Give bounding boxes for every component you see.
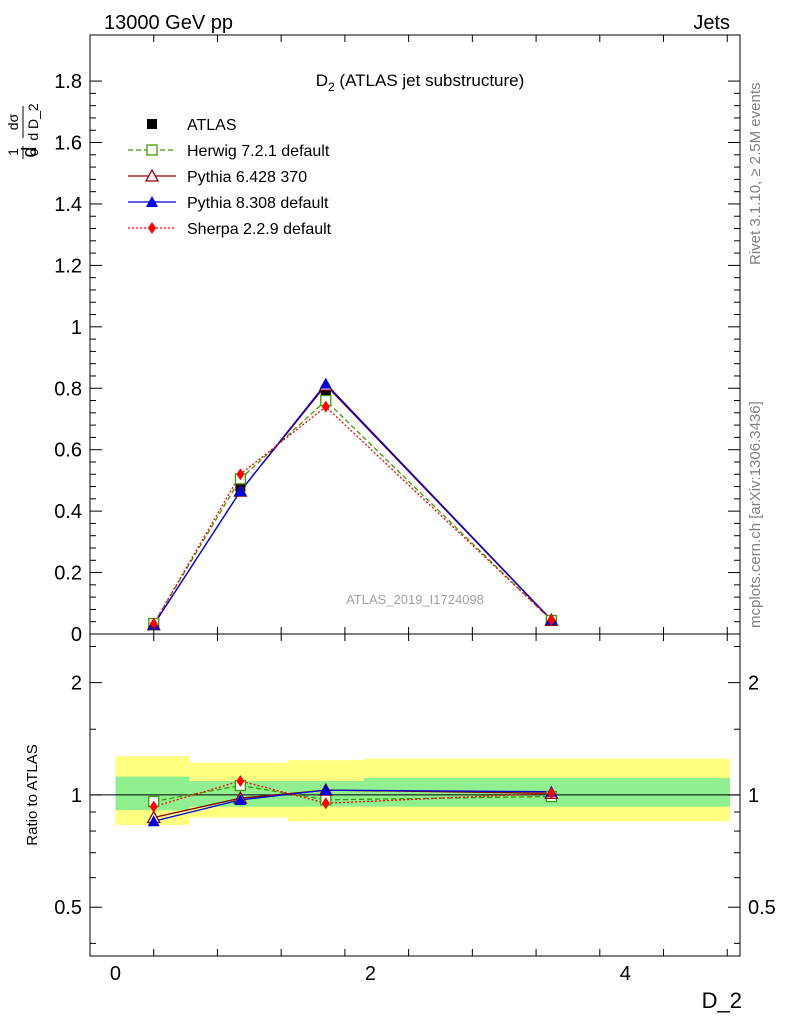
legend-label: ATLAS bbox=[187, 117, 237, 134]
legend-label: Pythia 6.428 370 bbox=[187, 169, 307, 186]
svg-text:1: 1 bbox=[5, 148, 21, 156]
ratio-line-2 bbox=[153, 789, 552, 822]
svg-text:d D_2: d D_2 bbox=[25, 103, 41, 141]
x-axis-label: D_2 bbox=[702, 988, 742, 1013]
ratio-y-tick-label: 1 bbox=[71, 785, 82, 807]
y-tick-label: 1.4 bbox=[54, 194, 82, 216]
legend-label: Pythia 8.308 default bbox=[187, 195, 329, 212]
legend-marker bbox=[148, 222, 156, 234]
data-point-4-0 bbox=[149, 617, 158, 630]
ratio-line-1 bbox=[153, 789, 552, 819]
main-panel-content bbox=[146, 377, 559, 631]
ratio-y-tick-label-right: 0.5 bbox=[748, 897, 776, 919]
ratio-line-3 bbox=[153, 780, 552, 808]
data-point-3-1 bbox=[234, 485, 247, 497]
x-axis: 0 2 4 bbox=[89, 35, 728, 985]
ratio-y-tick-label: 0.5 bbox=[54, 897, 82, 919]
legend-marker bbox=[144, 168, 160, 182]
ratio-panel: 0.5 0.5 1 1 2 2 0 2 4 Ratio to ATLAS D_2 bbox=[24, 35, 776, 1013]
y-tick-label: 0.2 bbox=[54, 563, 82, 585]
ratio-point-3-3 bbox=[547, 787, 556, 800]
series-line-4 bbox=[153, 405, 552, 625]
y-tick-label: 0.6 bbox=[54, 440, 82, 462]
series-line-3 bbox=[153, 382, 552, 626]
legend-marker bbox=[146, 196, 158, 207]
ratio-point-3-2 bbox=[321, 797, 330, 810]
header-right: Jets bbox=[693, 12, 730, 34]
y-tick-label: 1 bbox=[71, 317, 82, 339]
y-tick-label: 1.8 bbox=[54, 71, 82, 93]
x-tick-label: 4 bbox=[620, 963, 631, 985]
ratio-y-tick-label-right: 1 bbox=[748, 785, 759, 807]
y-tick-label: 1.6 bbox=[54, 133, 82, 155]
legend-marker bbox=[147, 119, 157, 129]
data-point-3-2 bbox=[319, 377, 332, 389]
ratio-y-axis: 0.5 0.5 1 1 2 2 bbox=[54, 645, 776, 944]
main-panel: 0 0.2 0.4 0.6 0.8 1 1.2 1.4 1.6 1.8 D2 (ATLAS jet… bbox=[5, 34, 741, 646]
ratio-y-tick-label: 2 bbox=[71, 673, 82, 695]
ratio-point-2-1 bbox=[234, 793, 247, 805]
series-line-1 bbox=[153, 399, 552, 624]
ratio-point-3-0 bbox=[149, 800, 158, 813]
main-y-axis-label: d 1 σ dσ d D_2 bbox=[5, 103, 41, 159]
ratio-y-tick-label-right: 2 bbox=[748, 673, 759, 695]
main-title: D2 (ATLAS jet substructure) bbox=[316, 71, 525, 94]
ratio-point-2-0 bbox=[147, 815, 160, 827]
header-left: 13000 GeV pp bbox=[104, 12, 233, 34]
svg-text:σ: σ bbox=[25, 147, 41, 156]
series-line-2 bbox=[153, 384, 552, 626]
data-point-0-2 bbox=[320, 386, 331, 397]
y-tick-label: 1.2 bbox=[54, 255, 82, 277]
ratio-point-2-2 bbox=[319, 784, 332, 796]
legend-label: Sherpa 2.2.9 default bbox=[187, 221, 332, 238]
svg-text:d: d bbox=[19, 146, 41, 157]
x-tick-label: 2 bbox=[365, 963, 376, 985]
main-watermark: ATLAS_2019_I1724098 bbox=[346, 592, 484, 607]
ratio-point-3-1 bbox=[236, 774, 245, 787]
mcplots-label: mcplots.cern.ch [arXiv:1306.3436] bbox=[747, 401, 764, 628]
main-y-axis: 0 0.2 0.4 0.6 0.8 1 1.2 1.4 1.6 1.8 bbox=[54, 71, 740, 646]
legend-label: Herwig 7.2.1 default bbox=[187, 143, 330, 160]
data-point-4-2 bbox=[321, 400, 330, 413]
y-tick-label: 0 bbox=[71, 624, 82, 646]
rivet-label: Rivet 3.1.10, ≥ 2.5M events bbox=[747, 83, 764, 266]
y-tick-label: 0.4 bbox=[54, 501, 82, 523]
x-tick-label: 0 bbox=[110, 963, 121, 985]
ratio-panel-content bbox=[90, 756, 740, 827]
svg-text:dσ: dσ bbox=[5, 113, 21, 130]
ratio-y-axis-label: Ratio to ATLAS bbox=[24, 744, 41, 845]
data-point-4-3 bbox=[547, 613, 556, 626]
y-tick-label: 0.8 bbox=[54, 378, 82, 400]
legend: ATLAS Herwig 7.2.1 default Pythia 6.428 37… bbox=[128, 117, 332, 238]
data-point-4-1 bbox=[236, 468, 245, 481]
legend-marker bbox=[146, 144, 158, 156]
